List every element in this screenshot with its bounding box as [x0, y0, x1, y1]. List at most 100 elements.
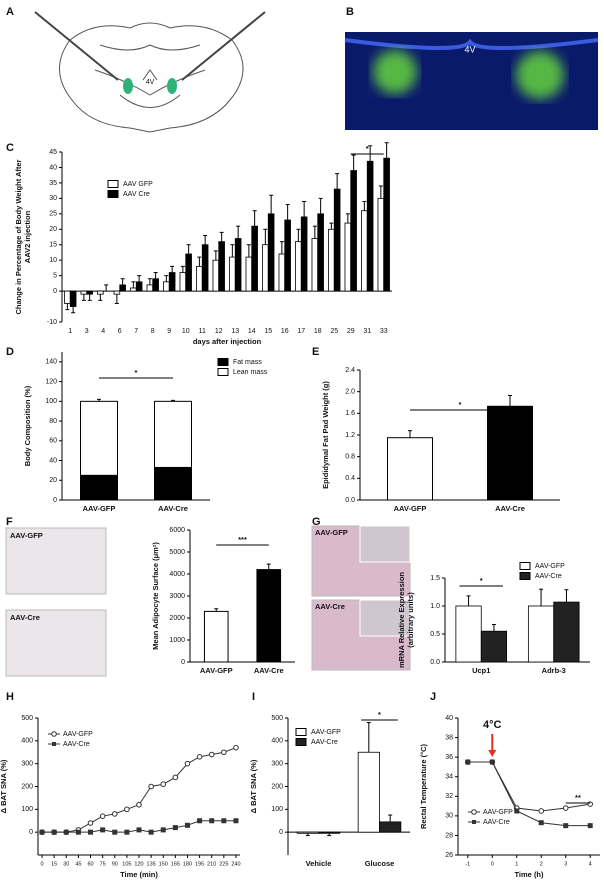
x-tick-label: Adrb-3 — [542, 666, 566, 675]
bar — [361, 210, 368, 292]
y-axis-label: Body Composition (%) — [23, 385, 32, 466]
legend-swatch — [217, 368, 229, 376]
point — [563, 823, 569, 829]
point — [587, 823, 593, 829]
legend-label: AAV-GFP — [535, 563, 565, 570]
bar — [527, 605, 555, 663]
point — [208, 751, 215, 758]
y-tick-label: 1.0 — [430, 603, 440, 610]
point — [196, 754, 203, 760]
legend-marker — [472, 820, 476, 824]
panel-letter: C — [6, 142, 14, 154]
bar — [201, 244, 209, 292]
legend-swatch — [217, 358, 229, 366]
bar — [212, 259, 220, 292]
bar — [278, 253, 286, 292]
y-tick-label: 6000 — [169, 527, 185, 534]
point — [538, 808, 545, 814]
x-axis-label: Time (min) — [120, 870, 158, 879]
x-tick-label: 12 — [215, 328, 223, 335]
y-tick-label: 45 — [49, 149, 57, 156]
y-tick-label: 5000 — [169, 549, 185, 556]
panel-letter: B — [346, 6, 354, 18]
x-tick-label: 15 — [51, 861, 57, 867]
x-tick-label: 4 — [101, 328, 105, 335]
y-tick-label: 300 — [21, 761, 33, 768]
legend-marker — [471, 809, 477, 815]
bar — [377, 197, 385, 292]
ventricle-label: 4V — [464, 44, 475, 54]
bar — [262, 244, 269, 292]
bar — [185, 253, 192, 292]
y-tick-label: 40 — [49, 457, 57, 464]
point — [489, 759, 495, 765]
bar — [387, 437, 433, 501]
x-tick-label: 15 — [264, 328, 272, 335]
y-tick-label: 200 — [271, 783, 283, 790]
bar — [284, 219, 291, 292]
panel-letter: D — [6, 346, 14, 358]
x-tick-label: 9 — [167, 328, 171, 335]
legend-label: Fat mass — [233, 359, 262, 366]
legend-label: Lean mass — [233, 369, 268, 376]
y-tick-label: 0.4 — [345, 475, 355, 482]
point — [124, 806, 130, 813]
y-tick-label: 0.8 — [345, 454, 355, 461]
panel-letter: F — [6, 516, 13, 528]
y-tick-label: 40 — [49, 164, 57, 171]
y-tick-label: 300 — [271, 761, 283, 768]
y-axis-label: Epididymal Fat Pad Weight (g) — [321, 381, 330, 489]
legend-label: AAV-Cre — [63, 741, 90, 748]
point — [221, 749, 227, 756]
x-tick-label: 3 — [564, 861, 567, 867]
x-tick-label: 13 — [231, 328, 239, 335]
x-tick-label: 135 — [147, 861, 156, 867]
series-line — [467, 761, 591, 812]
bar — [357, 751, 380, 833]
y-tick-label: 38 — [445, 734, 453, 741]
legend-label: AAV-GFP — [483, 809, 513, 816]
x-tick-label: 7 — [134, 328, 138, 335]
point — [209, 818, 215, 824]
legend-swatch — [295, 738, 307, 746]
y-tick-label: 2000 — [169, 615, 185, 622]
panel-letter: H — [6, 691, 14, 703]
bar — [455, 605, 482, 663]
bar — [146, 284, 154, 292]
bar — [311, 238, 319, 292]
panel-letter: E — [312, 346, 319, 358]
micrograph-edge — [344, 38, 599, 50]
bar — [130, 287, 137, 292]
legend-label: AAV-Cre — [311, 739, 338, 746]
bar — [344, 222, 352, 292]
syringes — [34, 11, 266, 81]
x-tick-label: AAV-Cre — [495, 504, 525, 513]
bar — [480, 630, 508, 663]
x-tick-label: 180 — [183, 861, 192, 867]
x-tick-label: 14 — [248, 328, 256, 335]
annotation: * — [480, 576, 483, 585]
bar — [256, 569, 282, 663]
x-tick-label: 16 — [281, 328, 289, 335]
legend-label: AAV Cre — [123, 191, 150, 198]
y-tick-label: 0 — [53, 288, 57, 295]
x-tick-label: -1 — [465, 861, 470, 867]
y-tick-label: 0 — [279, 829, 283, 836]
point — [88, 829, 94, 835]
legend-label: AAV GFP — [123, 181, 153, 188]
x-tick-label: Glucose — [365, 859, 395, 868]
histology-inset — [359, 599, 411, 637]
legend-label: AAV-GFP — [63, 731, 93, 738]
cold-arrowhead — [488, 750, 497, 757]
bar — [245, 256, 253, 292]
x-tick-label: 2 — [540, 861, 543, 867]
x-tick-label: AAV-Cre — [254, 666, 284, 675]
panel-letter: J — [430, 691, 436, 703]
point — [160, 827, 166, 833]
y-tick-label: 0.0 — [345, 497, 355, 504]
legend-marker — [52, 742, 56, 746]
fluorescence — [373, 50, 417, 94]
point — [233, 818, 239, 824]
y-tick-label: 400 — [271, 738, 283, 745]
